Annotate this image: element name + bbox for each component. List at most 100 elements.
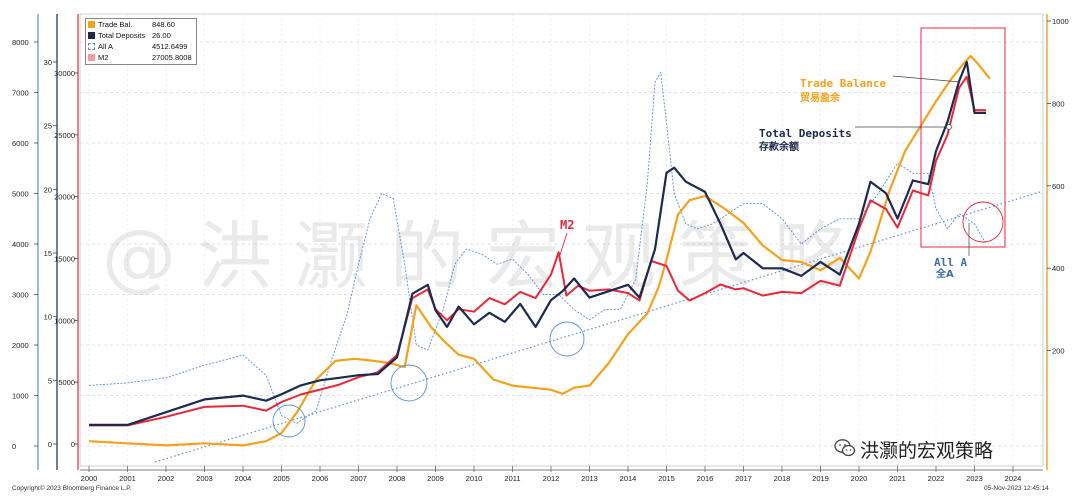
y-tick-label-total-deposits: 5 — [48, 376, 52, 385]
x-tick-label: 2017 — [735, 474, 752, 483]
y-tick-label-total-deposits: 20 — [44, 185, 52, 194]
legend-swatch — [88, 21, 95, 28]
y-tick-label-trade-balance: 200 — [1052, 347, 1065, 356]
legend-value: 26.00 — [152, 31, 171, 40]
x-axis: 2000 2001 2002 2003 2004 2005 2006 2007 2008 2009… — [80, 466, 1043, 483]
y-tick-label-m2: 10000 — [54, 316, 75, 325]
annotation-m2: M2 — [560, 218, 574, 232]
y-tick-label-all-a: 1000 — [12, 392, 29, 401]
y-tick-label-all-a: 0 — [12, 442, 16, 451]
y-tick-label-m2: 30000 — [54, 69, 75, 78]
plot-frame — [79, 13, 1044, 467]
x-tick-label: 2000 — [81, 474, 98, 483]
x-tick-label: 2003 — [196, 474, 213, 483]
x-tick-label: 2012 — [543, 474, 560, 483]
legend-swatch — [88, 43, 95, 50]
y-tick-label-m2: 25000 — [54, 131, 75, 140]
legend-name: Trade Bal. — [98, 20, 133, 29]
y-tick-label-m2: 20000 — [54, 193, 75, 202]
y-tick-label-all-a: 2000 — [12, 341, 29, 350]
legend-item: Total Deposits 26.00 — [86, 30, 196, 41]
x-tick-label: 2001 — [119, 474, 136, 483]
x-tick-label: 2016 — [697, 474, 714, 483]
highlight-circle — [390, 364, 428, 402]
y-tick-label-trade-balance: 600 — [1052, 182, 1065, 191]
legend-item: Trade Bal. 848.60 — [86, 19, 196, 30]
x-tick-label: 2019 — [812, 474, 829, 483]
legend-item: M2 27005.8008 — [86, 52, 196, 63]
copyright: Copyright© 2023 Bloomberg Finance L.P. — [12, 485, 132, 492]
timestamp: 05-Nov-2023 12:45:14 — [984, 485, 1049, 492]
y-tick-label-m2: 5000 — [58, 378, 75, 387]
legend-swatch — [88, 32, 95, 39]
legend-value: 848.60 — [152, 20, 175, 29]
y-tick-label-trade-balance: 1000 — [1052, 17, 1069, 26]
legend-name: M2 — [98, 53, 109, 62]
annotation-leader — [892, 75, 961, 83]
series-line-all-a — [88, 71, 987, 424]
y-tick-label-m2: 0 — [71, 440, 75, 449]
legend-value: 27005.8008 — [152, 53, 192, 62]
x-tick-label: 2008 — [389, 474, 406, 483]
series-lines — [88, 54, 991, 447]
highlight-box — [920, 27, 1006, 248]
x-tick-label: 2014 — [620, 474, 637, 483]
annotation-total-deposits-cn: 存款余额 — [759, 140, 799, 153]
x-tick-label: 2023 — [966, 474, 983, 483]
x-tick-label: 2004 — [235, 474, 252, 483]
legend-name: Total Deposits — [98, 31, 146, 40]
highlight-circle — [962, 201, 1004, 243]
wechat-badge: 洪灏的宏观策略 — [834, 434, 1064, 464]
annotation-all-a: All A — [934, 256, 967, 269]
legend-value: 4512.6499 — [152, 42, 188, 51]
annotation-trade-balance-cn: 贸易盈余 — [800, 91, 841, 104]
x-tick-label: 2009 — [427, 474, 444, 483]
x-tick-label: 2011 — [504, 474, 520, 483]
annotation-marker — [946, 124, 952, 130]
y-tick-label-total-deposits: 10 — [44, 313, 52, 322]
annotation-leader — [559, 232, 568, 256]
x-tick-label: 2006 — [312, 474, 329, 483]
y-tick-label-all-a: 8000 — [12, 38, 29, 47]
x-tick-label: 2018 — [774, 474, 791, 483]
y-tick-label-all-a: 7000 — [12, 89, 29, 98]
highlight-circle — [549, 321, 585, 357]
series-line-m2 — [89, 75, 986, 427]
y-tick-label-trade-balance: 400 — [1052, 264, 1065, 273]
y-tick-label-all-a: 3000 — [12, 291, 29, 300]
y-tick-label-total-deposits: 30 — [44, 58, 52, 67]
y-tick-label-total-deposits: 25 — [44, 122, 52, 131]
legend: Trade Bal. 848.60 Total Deposits 26.00 A… — [85, 18, 197, 65]
legend-item: All A 4512.6499 — [86, 41, 196, 52]
x-tick-label: 2015 — [658, 474, 675, 483]
series-line-trade-balance — [88, 54, 991, 447]
x-tick-label: 2021 — [889, 474, 906, 483]
x-tick-label: 2007 — [350, 474, 367, 483]
x-tick-label: 2010 — [466, 474, 483, 483]
x-tick-label: 2013 — [581, 474, 598, 483]
x-tick-label: 2022 — [928, 474, 945, 483]
annotation-all-a-cn: 全A — [935, 267, 954, 280]
y-axes: 0100020003000400050006000700080000510152… — [12, 14, 1069, 470]
annotation-trade-balance: Trade Balance — [800, 77, 886, 90]
wechat-label: 洪灏的宏观策略 — [860, 440, 994, 462]
wechat-icon — [834, 439, 856, 457]
y-tick-label-all-a: 6000 — [12, 139, 29, 148]
x-tick-label: 2020 — [851, 474, 868, 483]
y-tick-label-trade-balance: 800 — [1052, 99, 1065, 108]
y-tick-label-all-a: 5000 — [12, 190, 29, 199]
legend-swatch — [88, 54, 95, 61]
y-tick-label-m2: 15000 — [54, 255, 75, 264]
y-tick-label-all-a: 4000 — [12, 240, 29, 249]
annotation-total-deposits: Total Deposits — [759, 127, 852, 140]
series-line-total-deposits — [89, 60, 986, 426]
legend-name: All A — [98, 42, 114, 51]
x-tick-label: 2024 — [1005, 474, 1022, 483]
grid-lines — [79, 13, 1044, 467]
x-tick-label: 2005 — [273, 474, 290, 483]
x-tick-label: 2002 — [158, 474, 175, 483]
highlight-circle — [272, 404, 306, 438]
